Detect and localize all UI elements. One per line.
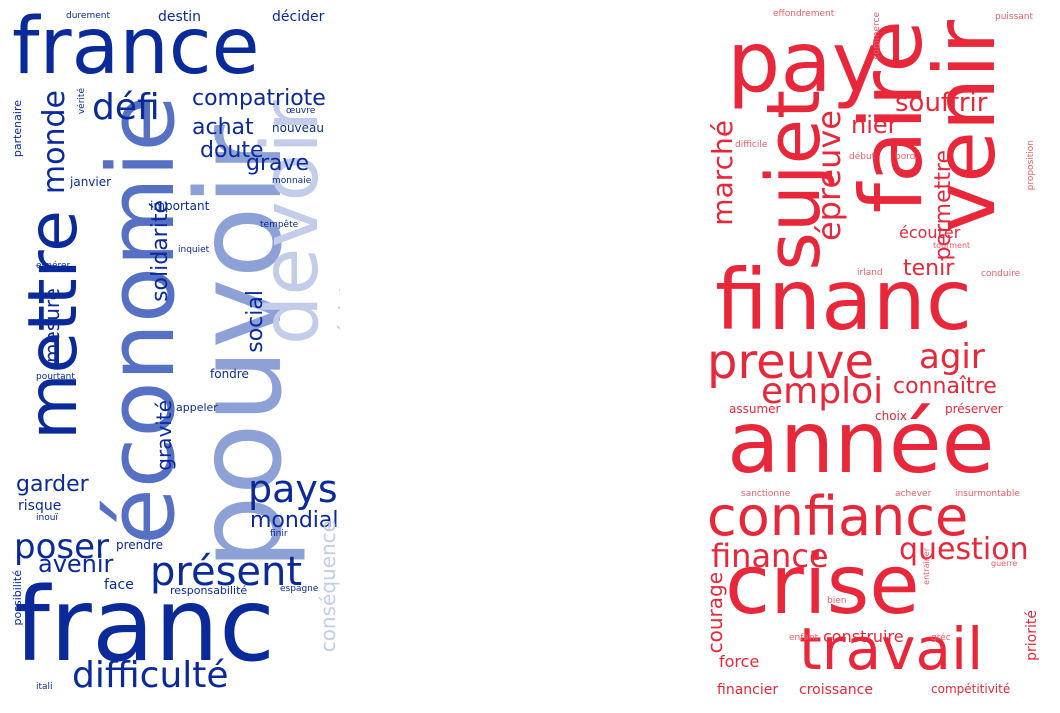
word-grec: gréc bbox=[931, 633, 951, 643]
word-grave: grave bbox=[246, 151, 310, 176]
word-fondre: fondre bbox=[210, 367, 249, 381]
word-marche: marché bbox=[706, 120, 739, 226]
word-pourtant: pourtant bbox=[36, 372, 75, 382]
word-croissance: croissance bbox=[799, 682, 873, 698]
word-priorite: priorité bbox=[1024, 610, 1040, 661]
word-economie: économie bbox=[88, 95, 195, 545]
word-competitivite: compétitivité bbox=[931, 682, 1011, 696]
word-finir: finir bbox=[270, 529, 288, 539]
word-risque: risque bbox=[18, 498, 62, 514]
word-confiance: confiance bbox=[707, 485, 969, 548]
word-destin: destin bbox=[158, 9, 202, 25]
word-financ: financ bbox=[715, 251, 973, 349]
word-bien: bien bbox=[827, 596, 847, 606]
word-finance: finance bbox=[711, 537, 829, 575]
word-agir: agir bbox=[919, 337, 985, 377]
word-solidarite: solidarité bbox=[148, 200, 173, 302]
word-consequence: conséquence bbox=[316, 520, 340, 653]
word-responsabilite: responsabilité bbox=[170, 584, 248, 597]
word-france: france bbox=[12, 2, 260, 92]
word-inquiet: inquiet bbox=[178, 245, 210, 255]
word-cloud-left: france franc pouvoir économie devoir mettre di… bbox=[0, 0, 340, 713]
word-question: question bbox=[899, 532, 1029, 567]
word-appeler: appeler bbox=[176, 401, 218, 414]
word-achever: achever bbox=[895, 489, 932, 499]
word-monde: monde bbox=[37, 90, 72, 195]
word-doute: doute bbox=[200, 138, 264, 163]
word-social: social bbox=[243, 290, 268, 353]
word-irland: irland bbox=[857, 268, 883, 278]
word-monnaie: monnaie bbox=[272, 176, 312, 186]
word-espagne: espagne bbox=[280, 584, 319, 594]
word-tenir: tenir bbox=[903, 256, 955, 281]
word-guerre: guerre bbox=[991, 559, 1018, 568]
word-janvier: janvier bbox=[70, 175, 112, 189]
word-defi: défi bbox=[92, 87, 160, 128]
word-garder: garder bbox=[16, 472, 89, 497]
word-connaitre: connaître bbox=[893, 374, 997, 399]
word-inoui: inouï bbox=[36, 513, 58, 523]
word-pays: pays bbox=[248, 467, 338, 511]
word-partenaire: partenaire bbox=[11, 100, 24, 158]
word-force: force bbox=[719, 652, 760, 671]
word-travail: travail bbox=[799, 615, 984, 683]
word-compatriote: compatriote bbox=[192, 86, 326, 111]
word-tourment: tourment bbox=[933, 241, 971, 250]
word-financier: financier bbox=[717, 682, 779, 698]
word-courage: courage bbox=[705, 572, 727, 654]
word-puissant: puissant bbox=[995, 12, 1034, 22]
word-choix: choix bbox=[875, 409, 907, 423]
word-mesure: mesure bbox=[40, 288, 64, 363]
word-assumer: assumer bbox=[729, 402, 781, 416]
word-avenir: avenir bbox=[38, 550, 114, 578]
word-itali: itali bbox=[36, 682, 53, 692]
word-entrainer: entraîner bbox=[922, 548, 931, 585]
word-effondrement: effondrement bbox=[773, 9, 835, 19]
word-enfant: enfant bbox=[789, 633, 819, 643]
word-crise: crise bbox=[725, 538, 920, 633]
word-conduire: conduire bbox=[981, 269, 1021, 279]
word-preuve: preuve bbox=[707, 334, 875, 390]
word-achat: achat bbox=[192, 115, 254, 140]
word-nier: nier bbox=[851, 111, 898, 139]
word-preserver: préserver bbox=[945, 402, 1003, 416]
word-pay: pay bbox=[727, 13, 882, 111]
word-difficile: difficile bbox=[735, 140, 768, 150]
word-important: important bbox=[150, 199, 210, 213]
word-durement: durement bbox=[66, 11, 110, 21]
word-oeuvre: œuvre bbox=[286, 106, 316, 116]
word-proposition: proposition bbox=[1026, 140, 1036, 191]
word-present: présent bbox=[150, 549, 303, 595]
word-bord: bord bbox=[895, 152, 916, 162]
word-ecouter: écouter bbox=[899, 223, 961, 242]
word-souffrir: souffrir bbox=[895, 88, 988, 118]
word-mondial: mondial bbox=[250, 508, 339, 533]
word-esperer: espérer bbox=[36, 261, 71, 271]
word-debut: début bbox=[849, 152, 876, 162]
word-decider: décider bbox=[272, 9, 325, 25]
word-poser: poser bbox=[14, 527, 109, 567]
word-construire: construire bbox=[823, 627, 904, 646]
word-possibilite: possibilité bbox=[11, 570, 24, 626]
word-sanctionne: sanctionne bbox=[741, 489, 791, 499]
word-commerce: commerce bbox=[872, 12, 882, 60]
word-face: face bbox=[104, 577, 134, 593]
word-prendre: prendre bbox=[116, 538, 163, 552]
word-resister: résister bbox=[336, 262, 340, 345]
word-franc: franc bbox=[14, 566, 276, 685]
word-insurmontable: insurmontable bbox=[955, 489, 1020, 499]
word-emploi: emploi bbox=[761, 371, 884, 412]
word-cloud-right: année crise financ confiance travail pay faire… bbox=[705, 0, 1045, 713]
word-difficulte: difficulté bbox=[72, 655, 229, 696]
word-verite: vérité bbox=[77, 88, 87, 115]
word-epreuve: épreuve bbox=[810, 110, 848, 242]
word-tempete: tempête bbox=[260, 220, 299, 230]
word-gravite: gravité bbox=[152, 400, 176, 471]
word-annee: année bbox=[727, 393, 995, 493]
word-nouveau: nouveau bbox=[272, 121, 324, 135]
